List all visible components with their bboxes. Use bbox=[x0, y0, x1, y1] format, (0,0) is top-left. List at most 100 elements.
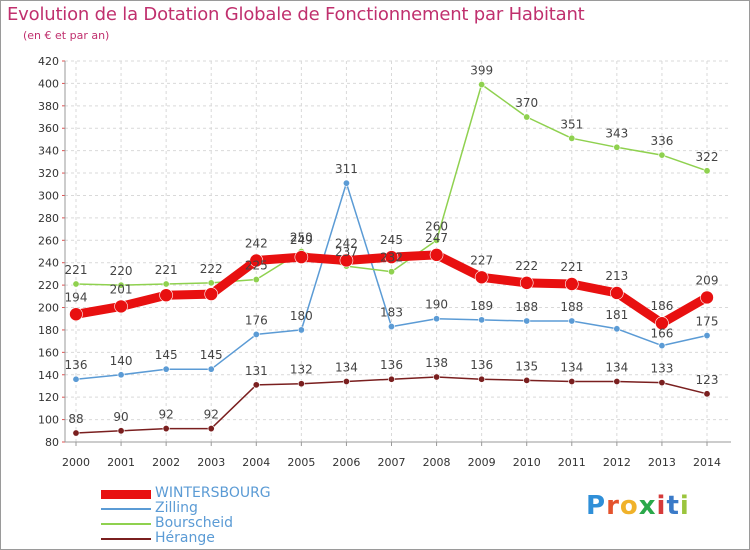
data-point bbox=[523, 113, 531, 121]
x-tick-label: 2007 bbox=[378, 456, 406, 469]
data-label: 242 bbox=[245, 236, 268, 250]
legend-swatch bbox=[101, 508, 151, 510]
data-label: 145 bbox=[200, 348, 223, 362]
data-label: 190 bbox=[425, 298, 448, 312]
data-label: 221 bbox=[155, 263, 178, 277]
data-point bbox=[568, 134, 576, 142]
y-tick-label: 400 bbox=[38, 77, 59, 90]
x-tick-label: 2010 bbox=[513, 456, 541, 469]
data-point bbox=[523, 376, 531, 384]
x-tick-label: 2008 bbox=[423, 456, 451, 469]
logo-letter: x bbox=[638, 491, 657, 521]
data-label: 136 bbox=[65, 358, 88, 372]
data-point bbox=[297, 326, 305, 334]
data-label: 250 bbox=[290, 231, 313, 245]
y-tick-label: 180 bbox=[38, 324, 59, 337]
data-label: 183 bbox=[380, 306, 403, 320]
data-point bbox=[117, 371, 125, 379]
data-point bbox=[519, 276, 534, 290]
x-tick-label: 2006 bbox=[332, 456, 360, 469]
legend-swatch bbox=[101, 523, 151, 525]
data-label: 92 bbox=[159, 408, 174, 422]
data-point bbox=[703, 332, 711, 340]
data-label: 322 bbox=[696, 150, 719, 164]
data-label: 188 bbox=[560, 300, 583, 314]
data-label: 131 bbox=[245, 364, 268, 378]
data-point bbox=[703, 390, 711, 398]
data-point bbox=[207, 365, 215, 373]
data-point bbox=[703, 167, 711, 175]
data-point bbox=[478, 316, 486, 324]
data-point bbox=[342, 377, 350, 385]
data-point bbox=[297, 380, 305, 388]
data-label: 123 bbox=[696, 373, 719, 387]
chart-subtitle: (en € et par an) bbox=[23, 29, 110, 42]
data-point bbox=[658, 379, 666, 387]
data-label: 188 bbox=[515, 300, 538, 314]
y-tick-label: 420 bbox=[38, 55, 59, 68]
data-point bbox=[523, 317, 531, 325]
y-tick-label: 80 bbox=[45, 436, 59, 449]
data-label: 134 bbox=[335, 360, 358, 374]
x-tick-label: 2013 bbox=[648, 456, 676, 469]
logo-letter: t bbox=[666, 491, 680, 521]
y-tick-label: 260 bbox=[38, 234, 59, 247]
data-point bbox=[478, 81, 486, 89]
data-point bbox=[658, 342, 666, 350]
data-label: 311 bbox=[335, 162, 358, 176]
legend-label: Bourscheid bbox=[155, 515, 234, 531]
chart-title: Evolution de la Dotation Globale de Fonc… bbox=[7, 4, 585, 25]
data-label: 132 bbox=[290, 363, 313, 377]
data-point bbox=[339, 253, 354, 268]
y-tick-label: 320 bbox=[38, 167, 59, 180]
data-point bbox=[252, 381, 260, 389]
data-point bbox=[568, 317, 576, 325]
data-label: 399 bbox=[470, 64, 493, 78]
data-point bbox=[249, 253, 264, 268]
data-label: 90 bbox=[113, 410, 128, 424]
legend-label: WINTERSBOURG bbox=[155, 485, 271, 501]
data-label: 140 bbox=[110, 354, 133, 368]
data-point bbox=[69, 307, 83, 322]
data-point bbox=[610, 286, 624, 300]
y-tick-label: 240 bbox=[38, 257, 59, 270]
data-label: 181 bbox=[605, 308, 628, 322]
data-point bbox=[159, 288, 173, 303]
data-label: 136 bbox=[380, 358, 403, 372]
data-point bbox=[162, 365, 170, 373]
x-tick-label: 2001 bbox=[107, 456, 135, 469]
data-point bbox=[478, 375, 486, 383]
y-tick-label: 300 bbox=[38, 189, 59, 202]
data-label: 237 bbox=[335, 245, 358, 259]
logo-letter: i bbox=[679, 491, 690, 521]
data-point bbox=[72, 429, 80, 437]
data-point bbox=[162, 280, 170, 288]
data-label: 343 bbox=[605, 126, 628, 140]
y-tick-label: 220 bbox=[38, 279, 59, 292]
data-point bbox=[700, 290, 714, 305]
y-tick-label: 340 bbox=[38, 145, 59, 158]
legend-label: Zilling bbox=[155, 500, 198, 516]
data-label: 260 bbox=[425, 219, 448, 233]
data-point bbox=[117, 427, 125, 435]
data-label: 213 bbox=[605, 269, 628, 283]
data-point bbox=[294, 250, 309, 264]
data-label: 189 bbox=[470, 299, 493, 313]
data-point bbox=[252, 276, 260, 284]
y-tick-label: 100 bbox=[38, 414, 59, 427]
legend-swatch bbox=[101, 490, 151, 499]
logo-letter: o bbox=[619, 491, 639, 521]
data-label: 138 bbox=[425, 356, 448, 370]
data-label: 249 bbox=[290, 233, 313, 247]
data-point bbox=[433, 315, 441, 323]
data-label: 92 bbox=[204, 408, 219, 422]
data-label: 220 bbox=[110, 264, 133, 278]
x-tick-label: 2004 bbox=[242, 456, 270, 469]
proxiti-logo: Proxiti bbox=[586, 491, 690, 521]
x-tick-label: 2000 bbox=[62, 456, 90, 469]
data-point bbox=[433, 236, 441, 244]
data-label: 232 bbox=[380, 251, 403, 265]
data-label: 247 bbox=[425, 231, 448, 245]
